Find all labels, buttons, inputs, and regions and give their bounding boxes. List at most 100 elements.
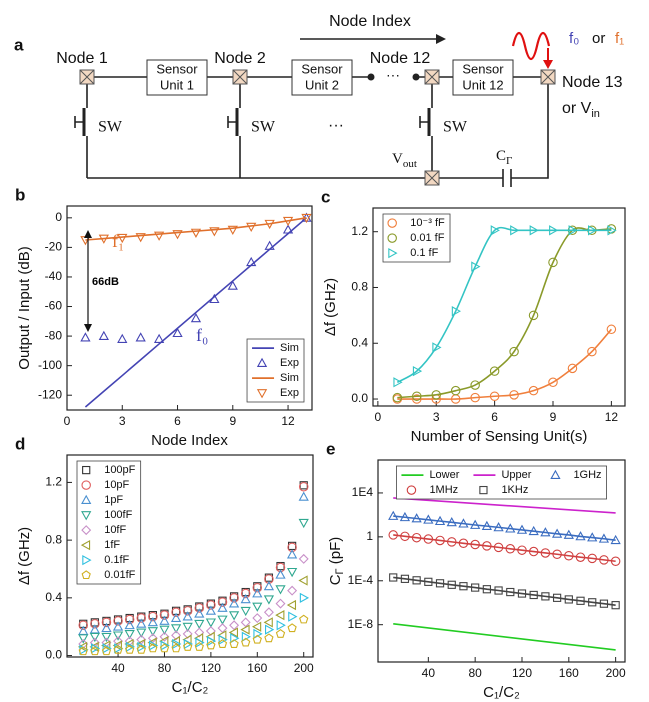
marker [227, 280, 238, 290]
marker [90, 643, 101, 654]
ellipsis: ··· [386, 67, 400, 83]
marker [470, 519, 481, 529]
marker [159, 631, 170, 642]
marker [387, 233, 397, 243]
marker [209, 293, 220, 304]
marker [388, 247, 398, 259]
marker [470, 392, 480, 403]
y-tick-label: 0.0 [45, 648, 62, 662]
panel-label: a [14, 35, 24, 54]
legend-label: 0.01 fF [410, 232, 445, 244]
marker [275, 610, 285, 621]
legend-label: 10⁻³ fF [410, 217, 445, 229]
marker [124, 614, 135, 625]
marker [275, 598, 286, 609]
marker [195, 637, 205, 648]
y-tick-label: 1.2 [351, 224, 368, 238]
marker [470, 539, 480, 550]
marker [587, 553, 597, 564]
axis-label: CΓ (pF) [327, 537, 346, 586]
marker [606, 324, 617, 335]
dot [367, 73, 375, 81]
y-tick-label: -60 [45, 299, 63, 313]
marker [263, 580, 275, 591]
marker [505, 544, 516, 554]
legend-label: 1KHz [501, 484, 528, 496]
marker [263, 607, 274, 618]
x-tick-label: 200 [606, 666, 626, 680]
marker [510, 225, 520, 236]
marker [182, 628, 193, 639]
y-tick-label: 1.2 [45, 475, 62, 489]
circuit-diagram: a Node Index ··· CΓ Vout Sensor Unit 1 S… [14, 13, 624, 187]
marker [194, 627, 205, 638]
x-tick-label: 160 [247, 661, 267, 675]
x-tick-label: 120 [201, 661, 221, 675]
marker [517, 589, 527, 598]
marker [217, 639, 228, 648]
marker [78, 646, 88, 656]
node-alt-sub: in [591, 108, 600, 120]
unit-label: Unit 2 [305, 77, 339, 92]
marker [540, 527, 551, 537]
marker [490, 225, 500, 236]
node-label: Node 1 [56, 50, 108, 67]
y-tick-label: -100 [38, 358, 62, 372]
marker [98, 234, 109, 244]
vout-label: Vout [392, 151, 417, 169]
diagram-title: Node Index [329, 13, 411, 30]
marker [275, 629, 286, 638]
marker [136, 618, 147, 628]
unit-label: Sensor [156, 61, 198, 76]
legend-label: Sim [280, 372, 299, 384]
marker [170, 635, 180, 647]
sensor-unit [452, 59, 514, 96]
marker [252, 613, 263, 624]
x-tick-label: 40 [422, 666, 436, 680]
marker [148, 643, 158, 653]
node-cross [232, 69, 248, 85]
marker [98, 330, 109, 340]
marker [431, 390, 441, 400]
marker [148, 640, 159, 651]
marker [298, 553, 309, 564]
panel-label: b [15, 185, 25, 204]
marker [256, 357, 268, 368]
marker [171, 607, 181, 618]
marker [252, 588, 263, 598]
marker [411, 513, 422, 523]
marker [387, 218, 397, 228]
marker [101, 632, 112, 643]
marker [576, 596, 585, 605]
marker [552, 549, 562, 560]
series-line [396, 226, 612, 384]
marker [298, 491, 309, 501]
legend: 10⁻³ fF 0.01 fF 0.1 fF [382, 213, 451, 263]
marker [194, 603, 205, 613]
marker [479, 485, 488, 495]
marker [82, 465, 91, 475]
marker [298, 575, 308, 586]
marker [183, 638, 194, 650]
marker [264, 633, 274, 643]
marker [298, 518, 309, 529]
switch-label: SW [443, 119, 468, 136]
sensor-unit [146, 59, 208, 96]
marker [399, 511, 411, 522]
marker [101, 617, 112, 628]
marker [489, 366, 500, 376]
or-label: or [592, 30, 605, 47]
marker [171, 643, 181, 653]
marker [153, 231, 165, 241]
marker [135, 233, 146, 243]
marker [81, 494, 92, 505]
marker [548, 377, 558, 388]
marker [400, 574, 410, 583]
marker [611, 601, 620, 610]
node-cross [540, 69, 556, 85]
marker [598, 533, 610, 543]
marker [548, 257, 558, 268]
y-tick-label: 1E-8 [348, 617, 374, 631]
marker [287, 585, 298, 596]
marker [264, 624, 275, 635]
